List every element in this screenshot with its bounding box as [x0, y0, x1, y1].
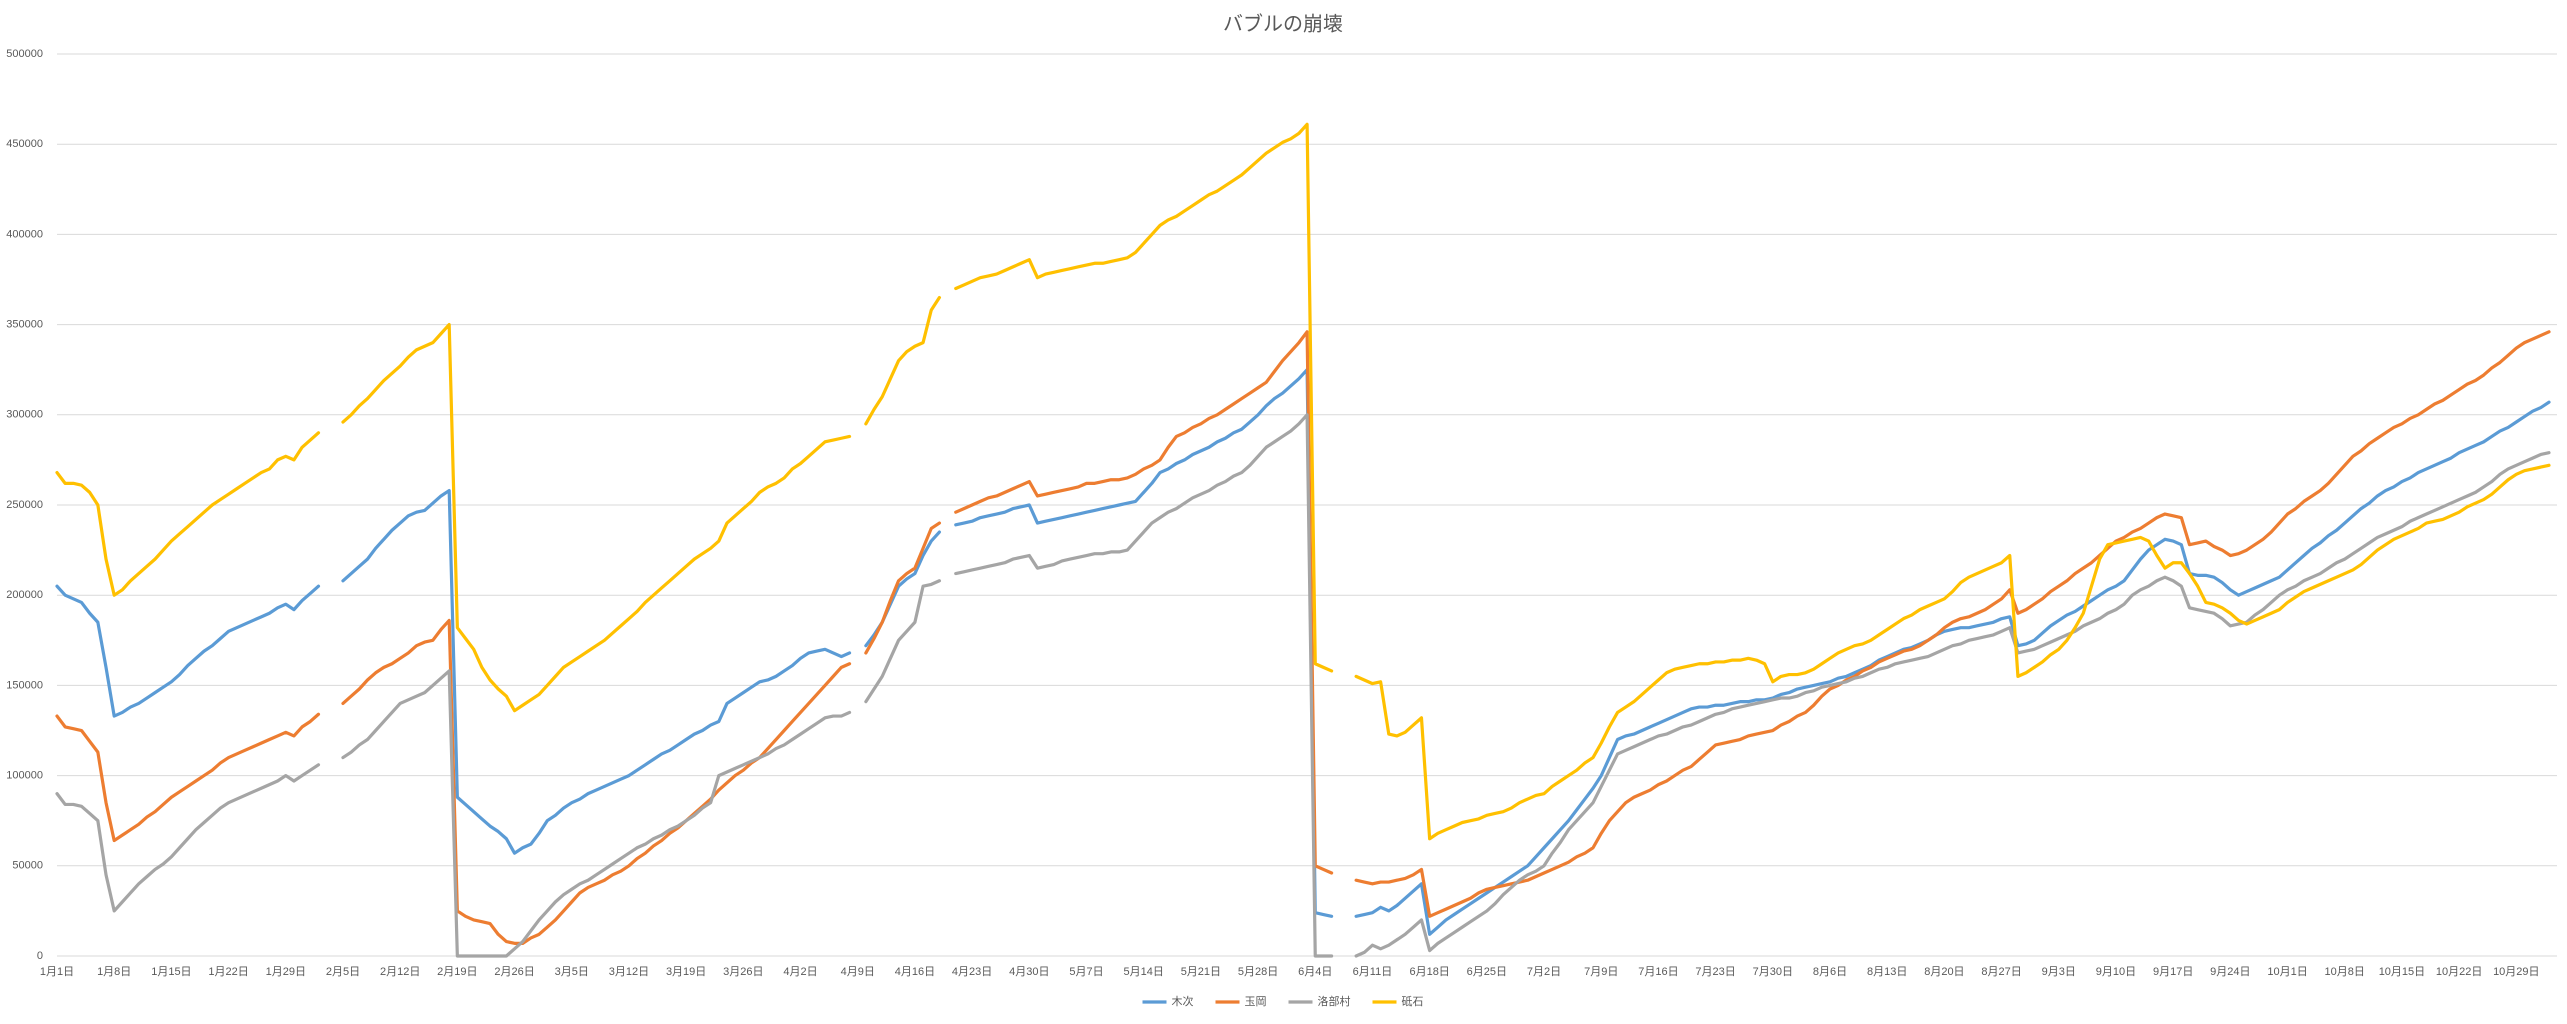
- x-tick-label: 7月23日: [1695, 966, 1735, 978]
- x-tick-label: 5月21日: [1181, 966, 1221, 978]
- x-tick-label: 10月29日: [2493, 966, 2539, 978]
- x-tick-label: 6月25日: [1467, 966, 1507, 978]
- y-tick-label: 500000: [6, 48, 43, 60]
- x-tick-label: 10月15日: [2379, 966, 2425, 978]
- y-tick-label: 250000: [6, 499, 43, 511]
- series-line: [55, 413, 2551, 958]
- legend-label: 砥石: [1402, 995, 1424, 1008]
- x-tick-label: 2月26日: [494, 966, 534, 978]
- y-tick-label: 400000: [6, 228, 43, 240]
- x-tick-label: 4月16日: [895, 966, 935, 978]
- x-tick-label: 10月1日: [2267, 966, 2307, 978]
- series-line: [55, 122, 2551, 841]
- series-line: [55, 330, 2551, 945]
- x-tick-label: 3月5日: [555, 966, 589, 978]
- legend-label: 洛部村: [1318, 994, 1351, 1008]
- x-tick-label: 3月19日: [666, 966, 706, 978]
- x-tick-label: 7月30日: [1753, 966, 1793, 978]
- x-tick-label: 8月6日: [1813, 966, 1847, 978]
- legend-label: 木次: [1172, 994, 1194, 1008]
- x-tick-label: 1月29日: [266, 966, 306, 978]
- x-tick-label: 9月17日: [2153, 966, 2193, 978]
- x-tick-label: 1月1日: [40, 966, 74, 978]
- x-tick-label: 4月23日: [952, 966, 992, 978]
- y-tick-label: 50000: [12, 860, 43, 872]
- x-tick-label: 8月27日: [1981, 966, 2021, 978]
- x-tick-label: 7月16日: [1638, 966, 1678, 978]
- x-tick-label: 1月15日: [151, 966, 191, 978]
- x-tick-label: 10月22日: [2436, 966, 2482, 978]
- x-tick-label: 5月7日: [1069, 966, 1103, 978]
- y-tick-label: 200000: [6, 589, 43, 601]
- y-tick-label: 300000: [6, 409, 43, 421]
- x-tick-label: 4月30日: [1009, 966, 1049, 978]
- x-tick-label: 1月8日: [97, 966, 131, 978]
- y-tick-label: 100000: [6, 770, 43, 782]
- x-tick-label: 5月14日: [1123, 966, 1163, 978]
- y-tick-label: 350000: [6, 319, 43, 331]
- x-tick-label: 3月12日: [609, 966, 649, 978]
- x-tick-label: 6月18日: [1409, 966, 1449, 978]
- x-tick-label: 3月26日: [723, 966, 763, 978]
- x-tick-label: 4月9日: [841, 966, 875, 978]
- x-tick-label: 9月10日: [2096, 966, 2136, 978]
- x-tick-label: 1月22日: [208, 966, 248, 978]
- x-tick-label: 9月3日: [2042, 966, 2076, 978]
- x-tick-label: 2月5日: [326, 966, 360, 978]
- x-tick-label: 7月2日: [1527, 966, 1561, 978]
- x-tick-label: 7月9日: [1584, 966, 1618, 978]
- y-tick-label: 150000: [6, 679, 43, 691]
- chart-title: バブルの崩壊: [1223, 11, 1343, 35]
- y-tick-label: 0: [37, 950, 43, 962]
- series-line: [55, 368, 2551, 936]
- x-tick-label: 5月28日: [1238, 966, 1278, 978]
- x-tick-label: 8月20日: [1924, 966, 1964, 978]
- x-tick-label: 8月13日: [1867, 966, 1907, 978]
- x-tick-label: 6月4日: [1298, 966, 1332, 978]
- x-tick-label: 9月24日: [2210, 966, 2250, 978]
- x-tick-label: 4月2日: [783, 966, 817, 978]
- x-tick-label: 2月19日: [437, 966, 477, 978]
- x-tick-label: 10月8日: [2325, 966, 2365, 978]
- x-tick-label: 6月11日: [1353, 966, 1393, 978]
- legend-label: 玉岡: [1245, 996, 1267, 1008]
- y-tick-label: 450000: [6, 138, 43, 150]
- x-tick-label: 2月12日: [380, 966, 420, 978]
